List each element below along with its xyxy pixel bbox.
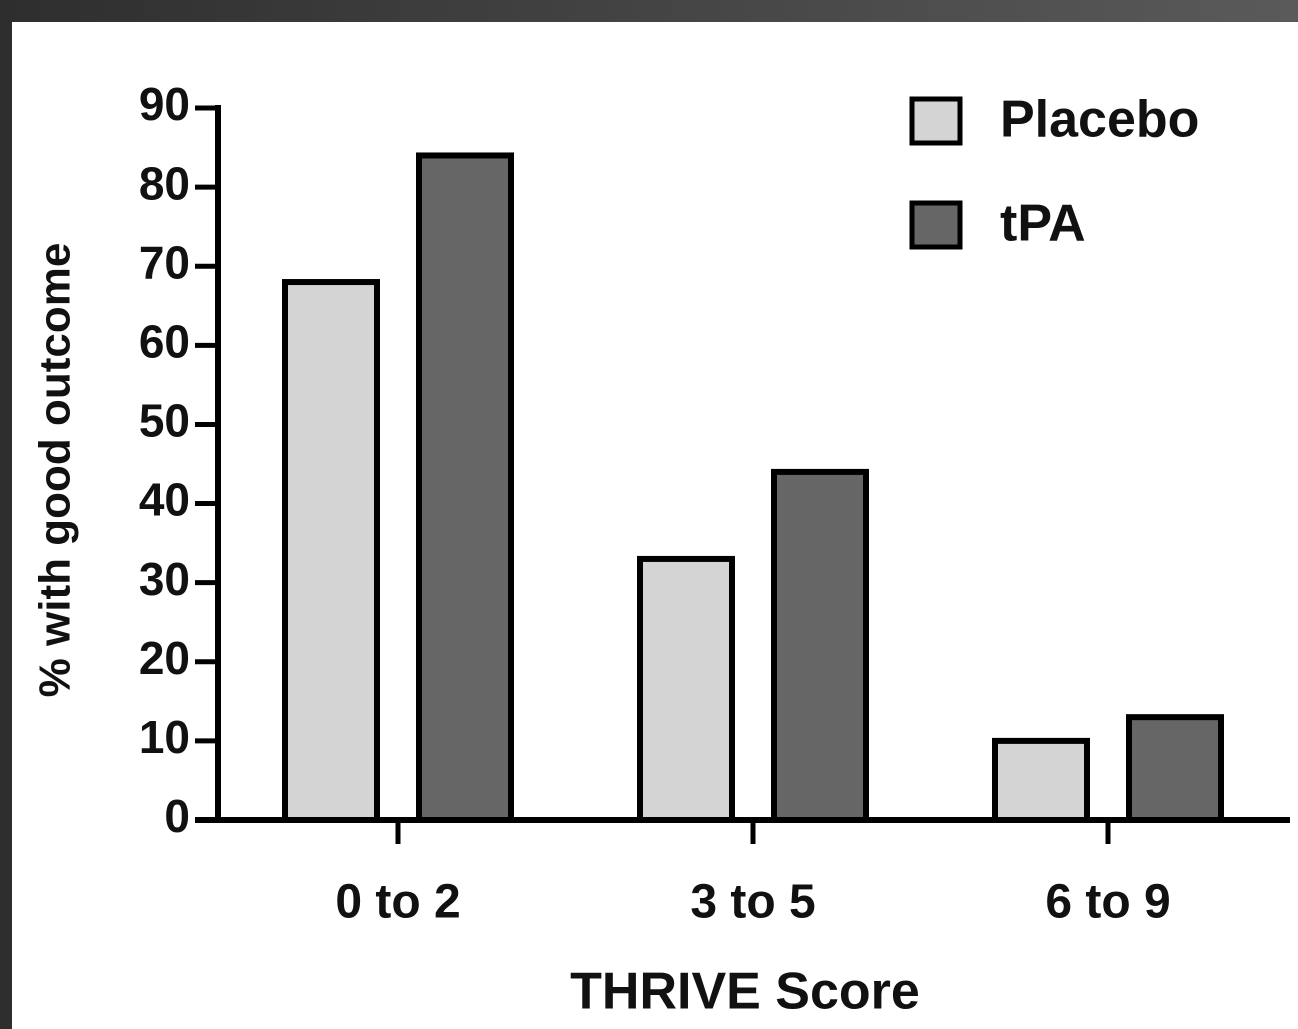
y-tick-label: 20 (139, 632, 190, 684)
y-tick-label: 50 (139, 395, 190, 447)
y-tick-label: 10 (139, 711, 190, 763)
legend-label: Placebo (1000, 91, 1199, 149)
y-tick-label: 0 (164, 790, 190, 842)
legend-label: tPA (1000, 195, 1086, 253)
x-tick-label: 3 to 5 (690, 876, 815, 929)
bar (1126, 714, 1224, 824)
bar (282, 279, 380, 823)
x-tick-label: 0 to 2 (335, 876, 460, 929)
y-tick-label: 80 (139, 157, 190, 209)
bar (637, 555, 735, 824)
panel (12, 22, 1298, 1029)
bar (771, 468, 869, 823)
y-tick-label: 40 (139, 474, 190, 526)
y-tick-label: 30 (139, 553, 190, 605)
bar (992, 737, 1090, 824)
y-tick-label: 90 (139, 78, 190, 130)
legend-swatch (909, 96, 963, 146)
x-axis-label: THRIVE Score (570, 963, 920, 1021)
bar (416, 152, 514, 823)
y-tick-label: 70 (139, 236, 190, 288)
x-tick-label: 6 to 9 (1045, 876, 1170, 929)
y-tick-label: 60 (139, 315, 190, 367)
legend-swatch (909, 200, 963, 250)
y-axis-label: % with good outcome (31, 243, 80, 698)
